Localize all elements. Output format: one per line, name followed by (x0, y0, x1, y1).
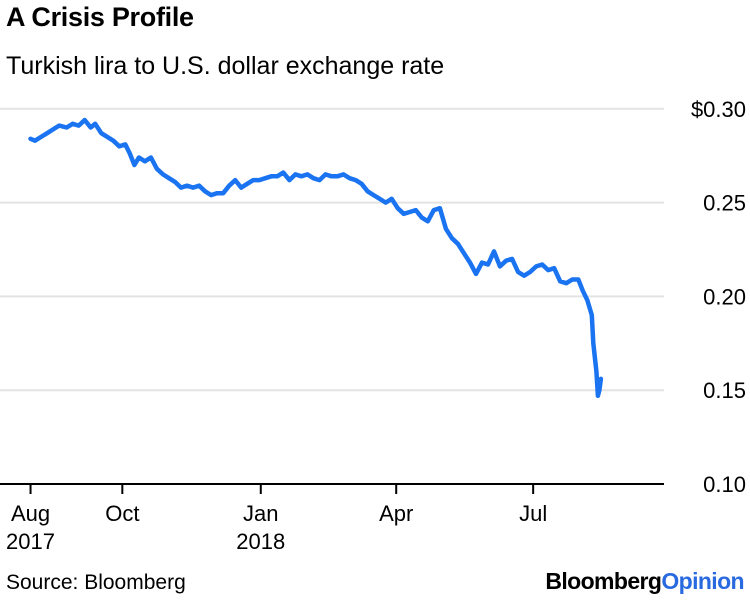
brand-opinion: Opinion (661, 568, 744, 594)
chart-subtitle: Turkish lira to U.S. dollar exchange rat… (6, 52, 445, 80)
gridlines (0, 107, 664, 392)
x-tick-label: Jan (243, 501, 278, 526)
x-axis (0, 483, 664, 494)
series-line (28, 117, 604, 399)
y-tick-label: 0.20 (703, 284, 746, 309)
tick-labels: $0.30 0.25 0.20 0.15 0.10 Aug 2017 Oct Jan 2018 Ap… (6, 97, 746, 554)
brand-bloomberg: Bloomberg (545, 568, 662, 594)
x-tick-label: Aug (11, 501, 50, 526)
x-tick-label: Jul (519, 501, 547, 526)
x-tick-label: Apr (379, 501, 413, 526)
x-tick-label: Oct (105, 501, 139, 526)
y-tick-label: $0.30 (691, 97, 746, 122)
source-note: Source: Bloomberg (6, 571, 186, 594)
y-tick-label: 0.25 (703, 191, 746, 216)
series-layer (28, 117, 604, 399)
y-tick-label: 0.15 (703, 378, 746, 403)
y-tick-label: 0.10 (703, 472, 746, 497)
x-tick-label-year: 2018 (236, 529, 285, 554)
bloomberg-opinion-logo: BloombergOpinion (545, 568, 744, 595)
chart-title: A Crisis Profile (6, 2, 194, 32)
x-tick-label-year: 2017 (6, 529, 55, 554)
